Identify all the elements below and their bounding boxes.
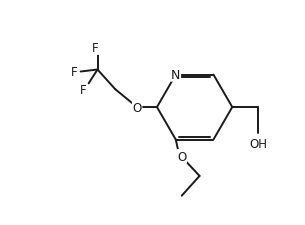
Text: O: O — [177, 150, 186, 163]
Text: OH: OH — [249, 137, 267, 150]
Text: N: N — [171, 69, 181, 82]
Text: O: O — [132, 101, 142, 114]
Text: F: F — [70, 66, 77, 79]
Text: F: F — [80, 83, 87, 96]
Text: F: F — [92, 42, 99, 55]
